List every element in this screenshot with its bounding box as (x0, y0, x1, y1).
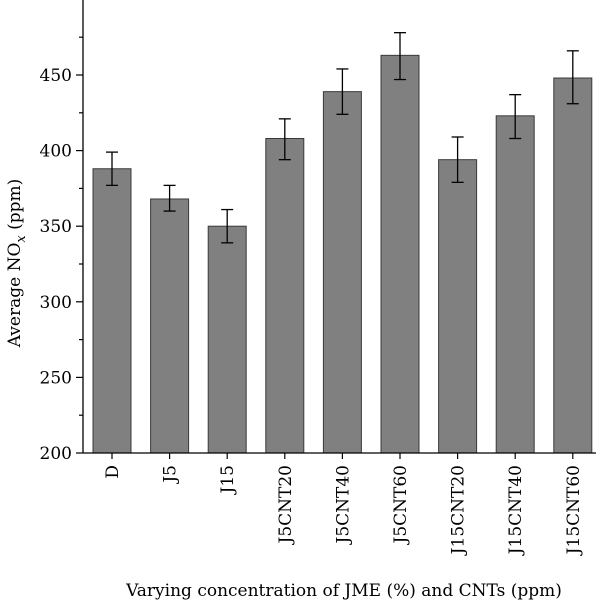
error-bar (106, 151, 118, 187)
bar (92, 168, 132, 454)
bar (438, 159, 478, 454)
error-bar (394, 32, 406, 81)
y-tick-label: 400 (40, 142, 72, 162)
y-tick-label: 250 (40, 368, 72, 388)
error-bars-layer (106, 32, 579, 244)
x-tick-label: J5 (161, 465, 181, 485)
y-tick-label: 450 (40, 66, 72, 86)
error-bar (278, 118, 291, 161)
x-tick-label: D (103, 465, 123, 479)
x-tick-label: J15 (218, 465, 238, 495)
y-tick-label: 350 (40, 217, 72, 237)
bar (207, 225, 247, 454)
bar (322, 91, 362, 454)
y-axis-label: Average NOx (ppm) (5, 179, 29, 349)
x-tick-label: J15CNT20 (449, 465, 469, 556)
x-tick-label: J15CNT60 (564, 465, 584, 556)
x-tick-label: J15CNT40 (506, 465, 526, 556)
error-bar (509, 94, 522, 140)
error-bar (336, 68, 349, 115)
x-tick-label: J5CNT60 (391, 465, 411, 545)
x-axis-label: Varying concentration of JME (%) and CNT… (125, 581, 562, 601)
y-tick-label: 300 (40, 293, 72, 313)
bar (150, 198, 190, 454)
error-bar (163, 184, 176, 212)
x-tick-label: J5CNT20 (276, 465, 296, 545)
y-ticks: 200 250 300 350 400 450 (40, 36, 83, 464)
bar (380, 54, 420, 454)
x-ticks: D J5 J15 J5CNT20 J5CNT40 J5CNT60 J15CNT20 J15CN… (103, 453, 584, 556)
bars-layer (92, 54, 593, 454)
error-bar (451, 136, 464, 184)
bar (495, 115, 535, 454)
y-tick-label: 200 (40, 444, 72, 464)
bar (553, 77, 593, 454)
error-bar (221, 208, 234, 244)
x-tick-label: J5CNT40 (333, 465, 353, 545)
error-bar (566, 50, 579, 105)
bar (265, 138, 305, 454)
